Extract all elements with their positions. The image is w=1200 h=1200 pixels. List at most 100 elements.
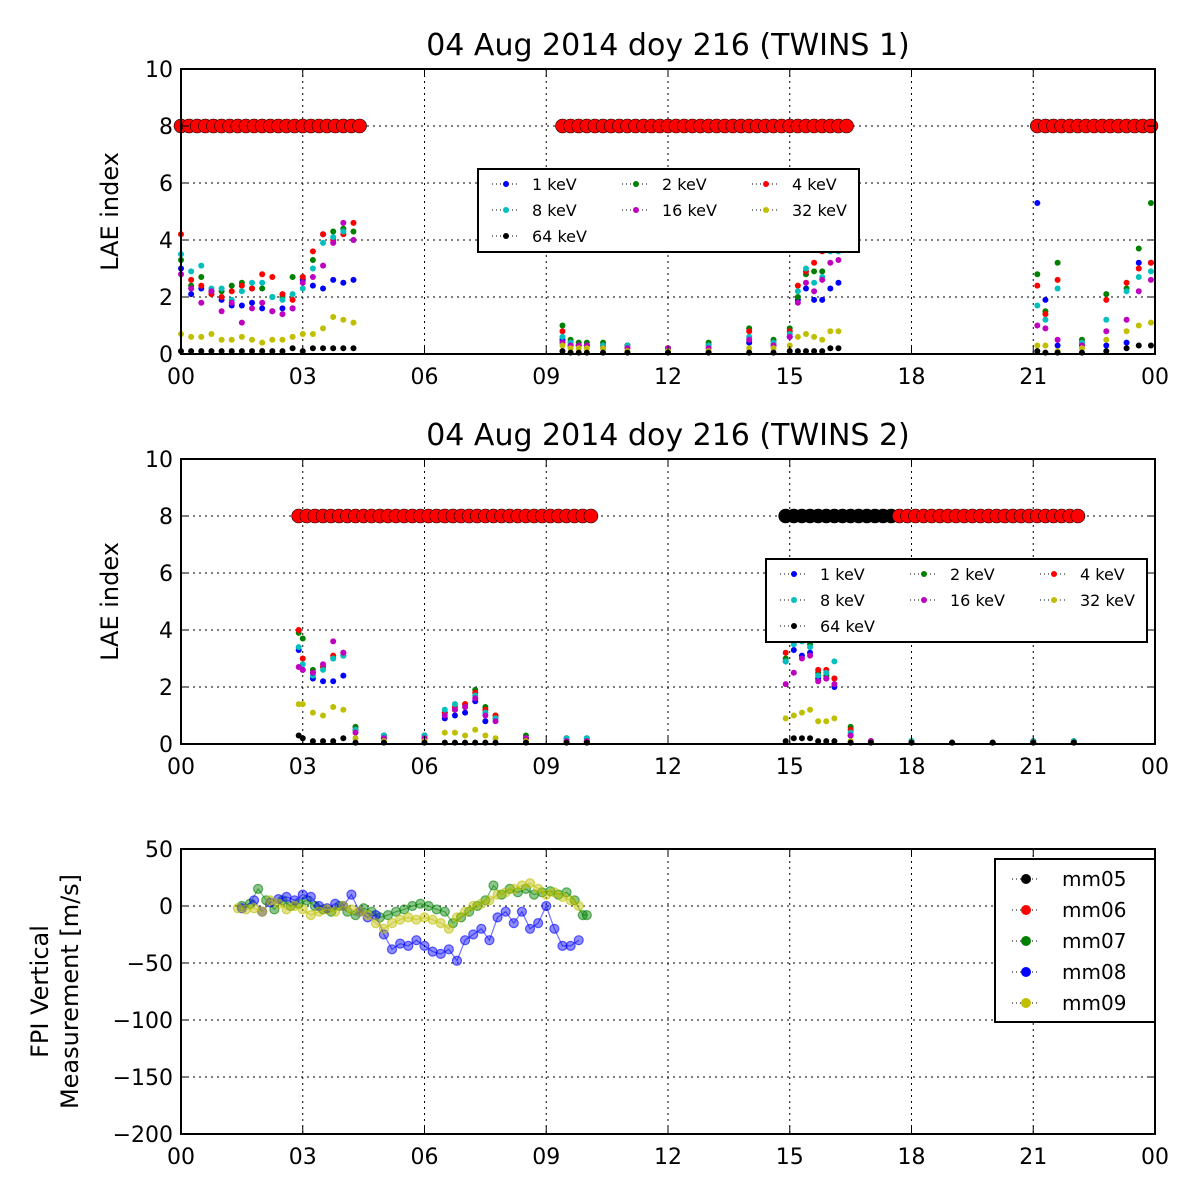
series-point-32-keV	[575, 345, 582, 352]
x-tick-label: 18	[898, 755, 926, 780]
legend-marker	[1021, 936, 1031, 946]
series-point-mm08	[346, 889, 357, 900]
series-point-mm08	[524, 923, 536, 934]
series-point-16-keV	[802, 279, 809, 286]
series-point-mm08	[484, 935, 495, 946]
series-point-2-keV	[559, 322, 566, 329]
series-point-32-keV	[798, 709, 805, 716]
legend-label: 64 keV	[532, 227, 587, 246]
series-point-64-keV	[835, 345, 842, 352]
series-point-mm08	[386, 944, 398, 955]
series-point-mm08	[370, 910, 381, 921]
series-point-1-keV	[1054, 342, 1061, 349]
series-point-mm09	[330, 906, 341, 917]
series-point-1-keV	[482, 718, 489, 725]
series-point-2-keV	[1135, 245, 1142, 252]
status-point	[1070, 508, 1086, 524]
series-point-32-keV	[340, 316, 347, 323]
series-point-32-keV	[492, 735, 499, 742]
legend-label: 4 keV	[1080, 565, 1125, 584]
series-point-32-keV	[198, 333, 205, 340]
series-point-32-keV	[819, 336, 826, 343]
series-point-32-keV	[1042, 342, 1049, 349]
series-point-8-keV	[269, 294, 276, 300]
series-point-4-keV	[279, 291, 286, 298]
legend-label: 2 keV	[662, 175, 707, 194]
series-point-32-keV	[770, 345, 777, 352]
legend-marker	[503, 207, 509, 213]
series-point-2-keV	[299, 635, 306, 642]
series-point-16-keV	[811, 288, 818, 295]
legend-marker	[1021, 998, 1031, 1008]
x-tick-label: 00	[167, 755, 195, 780]
series-point-64-keV	[340, 735, 347, 742]
series-line-mm09	[237, 882, 580, 930]
series-point-8-keV	[1034, 302, 1041, 309]
y-tick-label: 6	[159, 562, 173, 587]
series-point-2-keV	[330, 228, 337, 235]
series-point-32-keV	[218, 336, 225, 343]
series-point-mm08	[557, 940, 568, 952]
legend: 1 keV 2 keV 4 keV 8 keV 16 keV 32 keV 64 keV	[477, 168, 860, 253]
series-point-16-keV	[1054, 336, 1061, 343]
legend-marker	[1021, 874, 1031, 884]
series-point-32-keV	[299, 331, 306, 338]
series-point-1-keV	[1103, 342, 1110, 349]
series-point-mm09	[533, 883, 544, 895]
legend-label: 1 keV	[820, 565, 865, 584]
series-point-64-keV	[1103, 348, 1110, 355]
series-point-1-keV	[330, 276, 337, 283]
series-point-16-keV	[798, 655, 805, 662]
legend-marker	[1051, 571, 1057, 577]
series-point-32-keV	[299, 701, 306, 708]
series-point-16-keV	[238, 319, 245, 326]
x-tick-label: 18	[898, 365, 926, 390]
legend-marker	[791, 623, 797, 629]
series-point-8-keV	[1103, 316, 1110, 323]
series-point-mm09	[240, 904, 252, 915]
series-point-16-keV	[299, 666, 306, 673]
series-point-64-keV	[269, 348, 276, 355]
series-point-8-keV	[340, 228, 347, 235]
series-point-2-keV	[228, 282, 235, 289]
series-point-mm09	[370, 917, 381, 929]
series-point-64-keV	[782, 738, 789, 745]
series-point-8-keV	[815, 672, 822, 679]
series-point-16-keV	[451, 706, 458, 713]
series-point-64-keV	[350, 345, 357, 352]
x-tick-label: 09	[532, 365, 560, 390]
x-tick-label: 03	[289, 365, 317, 390]
series-point-16-keV	[819, 276, 826, 283]
series-point-mm08	[411, 935, 422, 946]
series-point-4-keV	[746, 328, 753, 335]
series-point-32-keV	[1135, 322, 1142, 329]
series-point-32-keV	[831, 715, 838, 722]
series-point-16-keV	[309, 669, 316, 676]
series-point-16-keV	[746, 336, 753, 343]
series-point-1-keV	[350, 276, 357, 283]
series-point-64-keV	[289, 345, 296, 352]
series-point-8-keV	[441, 706, 448, 713]
series-point-16-keV	[352, 729, 359, 736]
series-point-mm08	[516, 906, 528, 917]
series-point-32-keV	[309, 709, 316, 716]
series-point-64-keV	[259, 348, 266, 355]
series-point-mm09	[549, 887, 560, 898]
series-point-4-keV	[228, 288, 235, 295]
series-point-1-keV	[259, 305, 266, 312]
series-point-8-keV	[811, 279, 818, 286]
series-point-8-keV	[807, 644, 814, 651]
series-point-8-keV	[1135, 274, 1142, 281]
series-point-32-keV	[815, 718, 822, 725]
series-point-mm09	[524, 878, 536, 889]
series-point-64-keV	[1034, 348, 1041, 355]
legend-marker	[633, 207, 639, 213]
series-point-mm07	[488, 880, 499, 891]
series-point-1-keV	[790, 646, 797, 653]
series-point-32-keV	[802, 331, 809, 338]
series-point-4-keV	[831, 675, 838, 682]
legend-label: 32 keV	[1080, 591, 1135, 610]
series-point-64-keV	[228, 348, 235, 355]
series-point-4-keV	[238, 282, 245, 289]
series-point-16-keV	[249, 305, 256, 312]
